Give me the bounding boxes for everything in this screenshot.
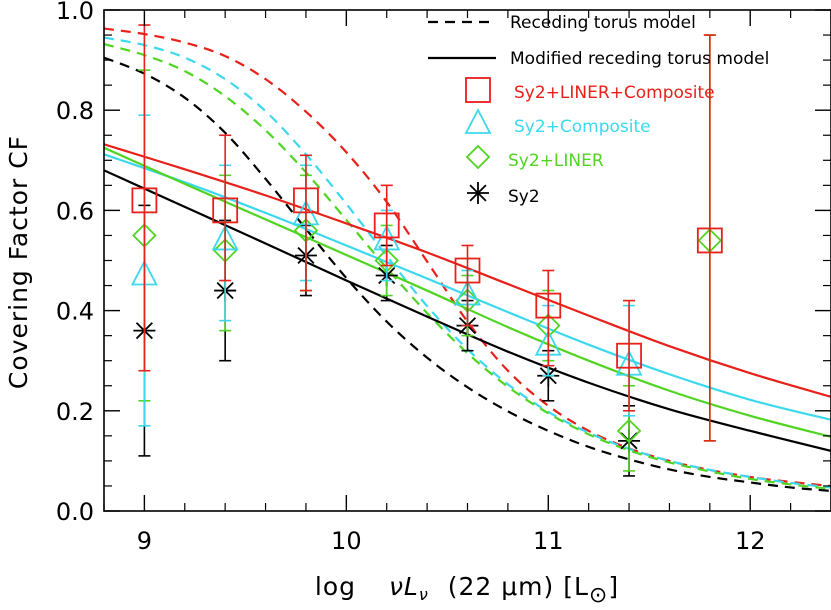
receding-torus-model-sy2-liner-composite-curve	[104, 27, 831, 488]
sy2-liner-point	[616, 418, 642, 444]
legend-marker-sy2-liner-composite	[465, 77, 491, 103]
sy2-liner-composite-point	[293, 187, 319, 214]
sy2-liner-composite-point	[373, 212, 400, 239]
legend-label: Sy2	[508, 187, 540, 207]
tick-marks	[103, 9, 831, 512]
x-label-nuL: νL	[389, 572, 419, 601]
receding-torus-model-sy2-curve	[104, 56, 831, 493]
legend-label: Sy2+Composite	[514, 117, 651, 137]
data-points	[130, 24, 723, 477]
sy2-liner-composite-point	[696, 227, 723, 254]
legend-marker-sy2-stroke	[469, 184, 487, 202]
legend-label: Receding torus model	[510, 13, 696, 33]
legend-marker-sy2-liner	[465, 144, 491, 170]
legend-item-sy2-composite: Sy2+Composite	[464, 108, 651, 137]
legend-item-modified-receding-torus-model: Modified receding torus model	[428, 49, 769, 69]
x-label-rest: (22 μm) [L	[448, 572, 589, 601]
x-tick-label: 10	[331, 527, 362, 555]
sy2-liner-composite-point	[535, 292, 562, 319]
legend-item-sy2-liner-composite: Sy2+LINER+Composite	[465, 77, 715, 103]
x-label-nu-subscript: ν	[419, 585, 429, 604]
y-axis-label: Covering Factor CF	[4, 135, 33, 389]
sy2-liner-composite-point	[212, 197, 239, 224]
x-label-close: ]	[608, 572, 619, 601]
y-tick-label: 1.0	[56, 0, 94, 25]
legend-marker-sy2-composite	[464, 108, 492, 134]
x-tick-label: 11	[533, 527, 564, 555]
x-label-log: log	[315, 572, 356, 601]
y-tick-label: 0.6	[56, 197, 94, 225]
y-tick-label: 0.0	[56, 498, 94, 526]
legend-item-sy2-liner: Sy2+LINER	[465, 144, 604, 171]
legend-label: Modified receding torus model	[510, 49, 769, 69]
x-axis-label: log νLν (22 μm) [L⊙]	[315, 572, 619, 608]
sy2-liner-composite-series	[131, 24, 723, 442]
y-tick-label: 0.4	[56, 298, 94, 326]
sy2-liner-composite-point	[131, 187, 158, 214]
legend: Receding torus model Modified receding to…	[428, 13, 769, 207]
legend-label: Sy2+LINER	[508, 151, 604, 171]
tick-labels: 9 10 11 12 0.0 0.2 0.4 0.6 0.8 1.0	[56, 0, 766, 555]
x-label-sun-symbol: ⊙	[589, 583, 608, 608]
legend-label: Sy2+LINER+Composite	[514, 83, 715, 103]
x-tick-label: 12	[735, 527, 766, 555]
sy2-liner-composite-point	[454, 257, 481, 284]
y-tick-label: 0.2	[56, 398, 94, 426]
legend-item-receding-torus-model: Receding torus model	[428, 13, 696, 33]
legend-item-sy2: Sy2	[467, 182, 540, 207]
y-tick-label: 0.8	[56, 97, 94, 125]
x-tick-label: 9	[137, 527, 152, 555]
legend-marker-sy2	[467, 182, 489, 204]
sy2-liner-composite-point	[616, 342, 642, 369]
